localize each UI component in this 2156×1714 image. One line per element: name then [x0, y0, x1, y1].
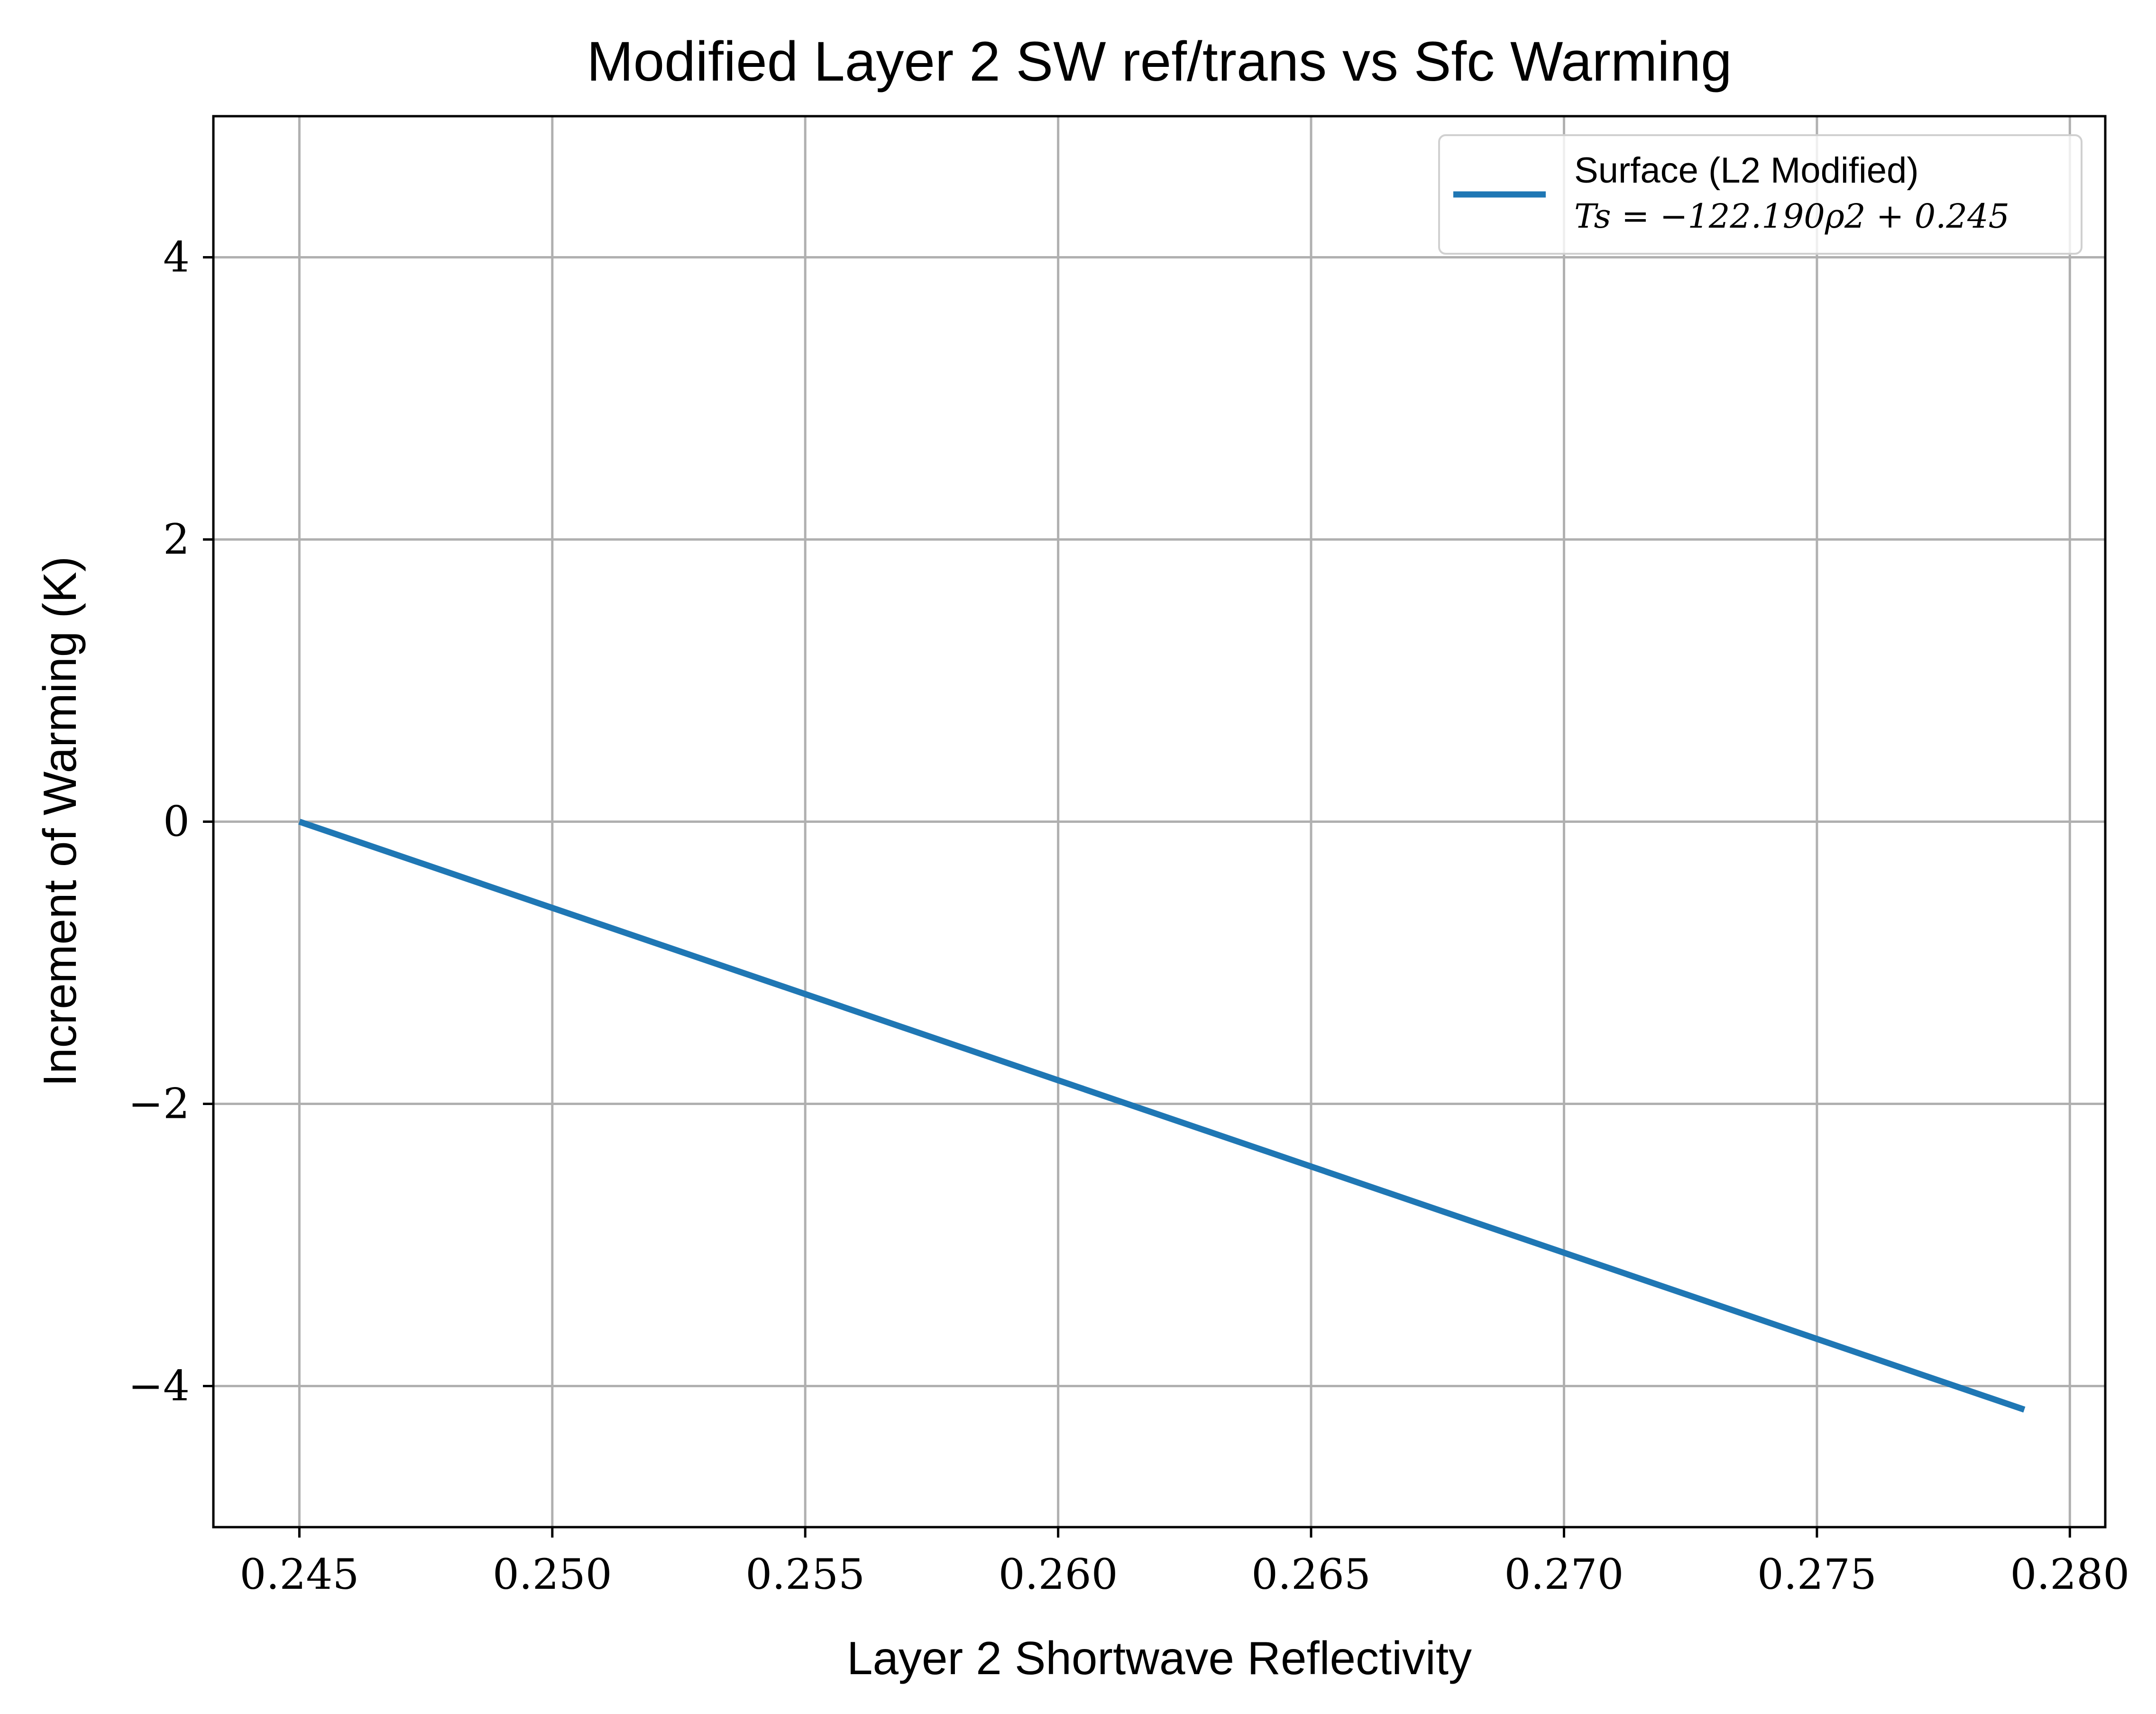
series-lines: [298, 819, 2026, 1413]
x-tick-label: 0.250: [493, 1550, 612, 1599]
y-tick-label: −2: [128, 1079, 190, 1128]
legend: Surface (L2 Modified) Ts = −122.190ρ2 + …: [1438, 134, 2083, 255]
x-tick-label: 0.255: [745, 1550, 865, 1599]
legend-entry-label: Surface (L2 Modified): [1574, 150, 1919, 191]
y-axis-label: Increment of Warming (K): [34, 556, 86, 1087]
y-tick-label: 2: [163, 515, 190, 564]
x-axis-label: Layer 2 Shortwave Reflectivity: [847, 1632, 1472, 1684]
legend-entry-formula: Ts = −122.190ρ2 + 0.245: [1574, 197, 2009, 236]
x-tick-label: 0.265: [1251, 1550, 1371, 1599]
x-tick-label: 0.260: [999, 1550, 1118, 1599]
legend-box: [1438, 134, 2083, 255]
y-tick-label: 4: [163, 233, 190, 282]
chart-title: Modified Layer 2 SW ref/trans vs Sfc War…: [587, 30, 1732, 93]
y-tick-label: 0: [163, 797, 190, 846]
grid-lines: [213, 116, 2105, 1527]
x-tick-label: 0.245: [239, 1550, 359, 1599]
y-tick-label: −4: [128, 1362, 190, 1410]
series-line: [298, 819, 2026, 1413]
x-tick-label: 0.280: [2010, 1550, 2129, 1599]
x-tick-label: 0.275: [1757, 1550, 1877, 1599]
axis-ticks: 0.245 0.250 0.255 0.260 0.265 0.270 0.275 0.280…: [128, 233, 2129, 1599]
x-tick-label: 0.270: [1505, 1550, 1624, 1599]
